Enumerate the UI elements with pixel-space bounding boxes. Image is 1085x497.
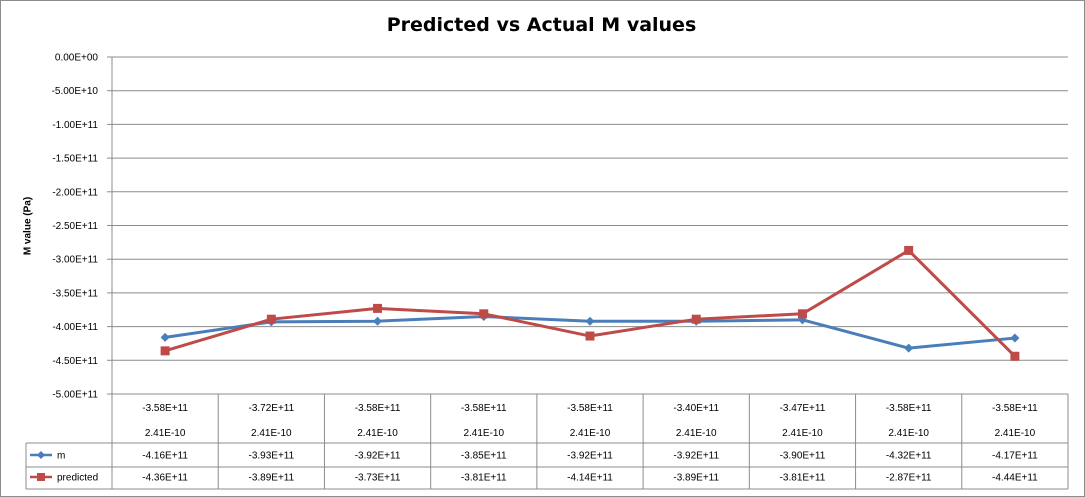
x-category-label: 2.41E-10 xyxy=(888,428,929,439)
table-value-m: -3.92E+11 xyxy=(355,451,401,462)
data-point-predicted xyxy=(797,309,807,319)
y-tick-label: -3.50E+11 xyxy=(52,288,98,299)
legend-label-m: m xyxy=(57,451,65,462)
x-category-label: -3.47E+11 xyxy=(780,403,826,414)
legend-marker-predicted xyxy=(37,473,45,481)
data-point-predicted xyxy=(373,303,383,313)
y-tick-label: -2.00E+11 xyxy=(52,187,98,198)
x-category-label: -3.58E+11 xyxy=(567,403,613,414)
table-value-predicted: -4.14E+11 xyxy=(567,473,613,484)
data-point-predicted xyxy=(691,314,701,324)
data-point-predicted xyxy=(160,346,170,356)
x-category-label: 2.41E-10 xyxy=(995,428,1036,439)
table-value-m: -4.16E+11 xyxy=(142,451,188,462)
data-point-m xyxy=(1010,333,1020,343)
x-category-label: -3.72E+11 xyxy=(248,403,294,414)
y-tick-label: -1.50E+11 xyxy=(52,154,98,165)
data-point-m xyxy=(160,332,170,342)
y-tick-label: -4.00E+11 xyxy=(52,322,98,333)
x-category-label: 2.41E-10 xyxy=(251,428,292,439)
table-value-m: -3.93E+11 xyxy=(248,451,294,462)
y-tick-label: -5.00E+10 xyxy=(52,86,99,97)
x-category-label: 2.41E-10 xyxy=(676,428,717,439)
table-value-m: -3.92E+11 xyxy=(673,451,719,462)
y-tick-label: -3.00E+11 xyxy=(52,255,98,266)
table-value-predicted: -3.81E+11 xyxy=(780,473,826,484)
y-tick-label: -2.50E+11 xyxy=(52,221,98,232)
chart-title: Predicted vs Actual M values xyxy=(386,14,697,36)
data-point-predicted xyxy=(904,245,914,255)
y-tick-label: -1.00E+11 xyxy=(52,120,98,131)
data-point-m xyxy=(904,343,914,353)
table-value-predicted: -3.89E+11 xyxy=(248,473,294,484)
table-value-m: -3.90E+11 xyxy=(780,451,826,462)
legend-marker-m xyxy=(37,451,45,459)
x-category-label: -3.40E+11 xyxy=(673,403,719,414)
data-point-predicted xyxy=(1010,351,1020,361)
x-category-label: -3.58E+11 xyxy=(992,403,1038,414)
data-point-predicted xyxy=(266,314,276,324)
table-value-predicted: -3.81E+11 xyxy=(461,473,507,484)
table-value-predicted: -4.44E+11 xyxy=(992,473,1038,484)
x-category-label: -3.58E+11 xyxy=(886,403,932,414)
table-value-m: -4.32E+11 xyxy=(886,451,932,462)
data-point-predicted xyxy=(479,309,489,319)
y-tick-label: 0.00E+00 xyxy=(55,53,99,64)
x-category-label: 2.41E-10 xyxy=(357,428,398,439)
x-category-label: 2.41E-10 xyxy=(782,428,823,439)
x-category-label: -3.58E+11 xyxy=(461,403,507,414)
legend-label-predicted: predicted xyxy=(57,473,98,484)
table-value-predicted: -2.87E+11 xyxy=(886,473,932,484)
table-value-predicted: -4.36E+11 xyxy=(142,473,188,484)
x-category-label: 2.41E-10 xyxy=(570,428,611,439)
table-value-predicted: -3.73E+11 xyxy=(355,473,401,484)
data-point-m xyxy=(373,316,383,326)
x-category-label: -3.58E+11 xyxy=(142,403,188,414)
x-category-label: -3.58E+11 xyxy=(355,403,401,414)
table-value-m: -4.17E+11 xyxy=(992,451,1038,462)
x-category-label: 2.41E-10 xyxy=(145,428,186,439)
y-tick-label: -4.50E+11 xyxy=(52,356,98,367)
x-category-label: 2.41E-10 xyxy=(463,428,504,439)
table-value-m: -3.85E+11 xyxy=(461,451,507,462)
y-tick-label: -5.00E+11 xyxy=(52,390,98,401)
table-value-m: -3.92E+11 xyxy=(567,451,613,462)
data-point-m xyxy=(585,316,595,326)
table-value-predicted: -3.89E+11 xyxy=(673,473,719,484)
data-point-predicted xyxy=(585,331,595,341)
